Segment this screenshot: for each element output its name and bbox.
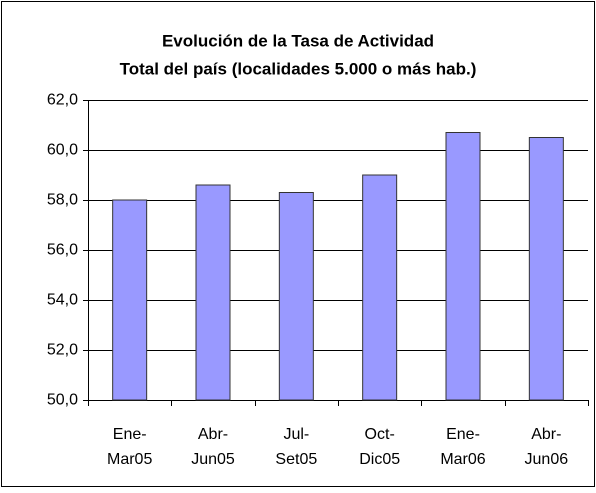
y-tick-label: 54,0 [47, 292, 78, 309]
y-tick-label: 56,0 [47, 242, 78, 259]
x-tick-label: Jun05 [191, 451, 235, 468]
x-tick-label: Jul- [283, 426, 309, 443]
bar [278, 192, 314, 401]
x-tick-label: Set05 [275, 451, 317, 468]
bar [195, 184, 231, 401]
x-tick-label: Jun06 [525, 451, 569, 468]
chart-title: Total del país (localidades 5.000 o más … [120, 59, 477, 78]
bar [362, 174, 398, 401]
y-tick-label: 60,0 [47, 142, 78, 159]
y-tick-label: 52,0 [47, 342, 78, 359]
y-tick-label: 62,0 [47, 92, 78, 109]
x-tick-label: Mar06 [440, 451, 485, 468]
y-tick-label: 58,0 [47, 192, 78, 209]
x-tick-label: Abr- [531, 426, 561, 443]
x-tick-label: Ene- [446, 426, 480, 443]
x-tick-label: Ene- [113, 426, 147, 443]
x-tick-label: Dic05 [359, 451, 400, 468]
x-tick-label: Abr- [198, 426, 228, 443]
bar [445, 132, 481, 401]
bar [112, 199, 148, 401]
y-tick-label: 50,0 [47, 392, 78, 409]
x-tick-label: Oct- [365, 426, 395, 443]
chart-title: Evolución de la Tasa de Actividad [162, 31, 434, 50]
bar [528, 137, 564, 401]
x-tick-label: Mar05 [107, 451, 152, 468]
